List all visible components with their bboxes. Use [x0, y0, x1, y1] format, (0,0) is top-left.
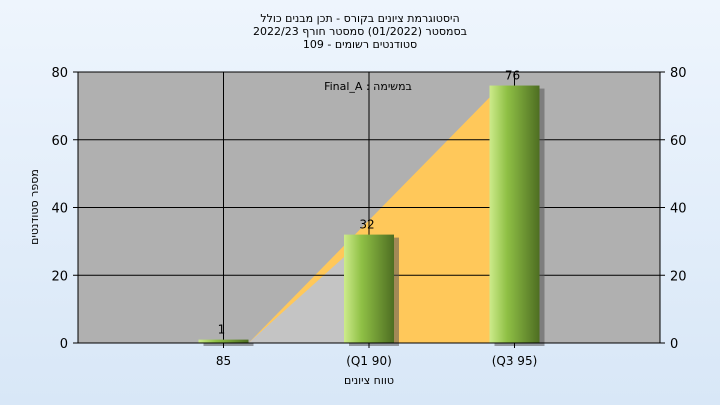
labels: היסטוגרמת ציונים בקורס - תכן מבנים כוללב…: [28, 12, 687, 387]
data-label-0: 1: [218, 323, 226, 337]
y-tick-label-left-4: 80: [51, 66, 68, 81]
bar-2: [489, 85, 540, 344]
chart-title-line-0: היסטוגרמת ציונים בקורס - תכן מבנים כולל: [260, 12, 459, 25]
area-gray: [248, 234, 369, 343]
bar-shadow-0: [203, 342, 254, 346]
chart-title-line-1: בסמסטר (01/2022) סמסטר חורף 2022/23: [253, 25, 467, 38]
y-tick-label-left-0: 0: [60, 337, 68, 352]
annotation-text: Final_A : במשימה: [324, 80, 412, 93]
y-tick-label-right-2: 40: [670, 202, 687, 217]
y-tick-label-right-4: 80: [670, 66, 687, 81]
y-tick-label-right-0: 0: [670, 337, 678, 352]
y-axis-label: מספר סטודנטים: [28, 169, 41, 245]
data-label-1: 32: [359, 218, 374, 232]
bar-0: [198, 339, 249, 343]
axes: [73, 71, 665, 348]
y-tick-label-right-1: 20: [670, 269, 687, 284]
y-tick-label-left-1: 20: [51, 269, 68, 284]
chart-title-line-2: סטודנטים רשומים - 109: [303, 38, 417, 51]
bars: [198, 85, 545, 347]
x-axis-label: טווח ציונים: [344, 374, 394, 387]
x-tick-label-2: (Q3 95): [492, 354, 538, 368]
cumulative-area: [248, 97, 490, 343]
y-tick-label-right-3: 60: [670, 134, 687, 149]
x-tick-label-0: 85: [216, 354, 231, 368]
bar-1: [344, 234, 394, 343]
area-yellow: [248, 97, 490, 343]
y-tick-label-left-2: 40: [51, 202, 68, 217]
x-tick-label-1: (Q1 90): [346, 354, 392, 368]
data-label-2: 76: [505, 69, 520, 83]
y-tick-label-left-3: 60: [51, 134, 68, 149]
